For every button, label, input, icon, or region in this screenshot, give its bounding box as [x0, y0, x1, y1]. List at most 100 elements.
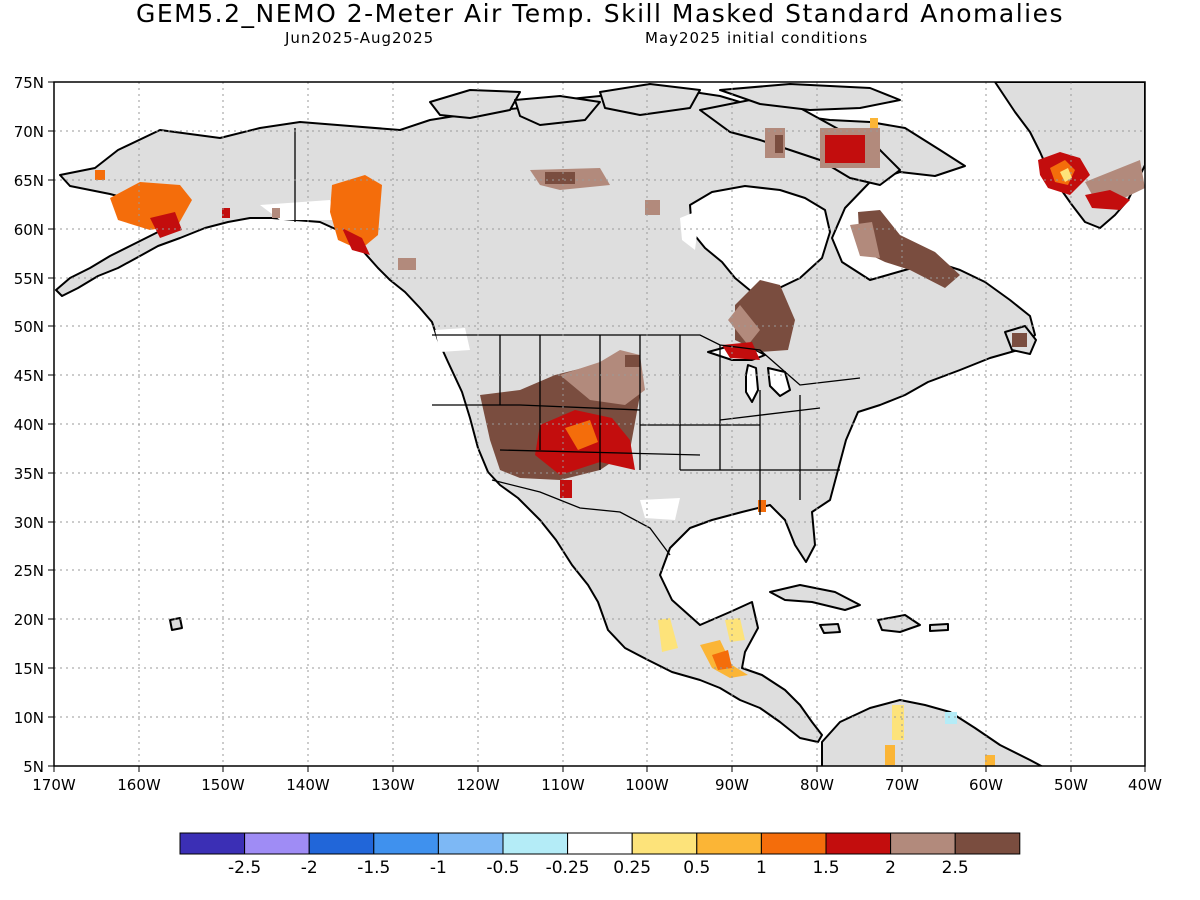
latitude-labels: 75N 70N 65N 60N 55N 50N 45N 40N 35N 30N …	[14, 74, 44, 776]
anomaly-ontario-light	[728, 305, 760, 345]
lat-label: 5N	[23, 758, 44, 776]
state-lines-2	[432, 404, 840, 471]
colorbar-label: 1.5	[812, 858, 839, 878]
anomaly-greenland-yellow	[1060, 168, 1072, 182]
anomaly-nfld	[1012, 333, 1027, 347]
valid-period: Jun2025-Aug2025	[285, 29, 435, 47]
anomaly-keewatin	[645, 200, 660, 215]
colorbar-label: -1.5	[357, 858, 390, 878]
us-canada-border	[432, 334, 861, 386]
colorbar-label: 1	[756, 858, 767, 878]
lon-label: 100W	[625, 776, 669, 794]
lon-label: 90W	[715, 776, 749, 794]
colorbar-swatch	[760, 832, 827, 855]
lon-label: 120W	[456, 776, 500, 794]
political-boundaries	[294, 128, 861, 556]
us-mexico-border	[491, 479, 671, 556]
lat-label: 70N	[14, 123, 44, 141]
lat-label: 60N	[14, 221, 44, 239]
lat-label: 75N	[14, 74, 44, 92]
anomaly-colombia	[892, 705, 904, 740]
anomaly-alaska-panhandle	[342, 228, 370, 255]
lon-label: 150W	[201, 776, 245, 794]
colorbar-label: 0.5	[683, 858, 710, 878]
anomaly-yucatan	[725, 618, 745, 642]
anomaly-yukon-1	[222, 208, 230, 218]
colorbar-label: -0.25	[546, 858, 590, 878]
colorbar-swatch	[373, 832, 439, 855]
arctic-island-2	[514, 95, 601, 126]
lat-label: 35N	[14, 465, 44, 483]
colorbar-label: -0.5	[486, 858, 519, 878]
lat-label: 15N	[14, 660, 44, 678]
anomaly-guiana	[985, 755, 995, 766]
lon-label: 170W	[32, 776, 76, 794]
lat-label: 40N	[14, 416, 44, 434]
colorbar-swatch	[890, 832, 956, 855]
colorbar-label: 2.5	[942, 858, 969, 878]
arctic-island-3	[599, 83, 701, 116]
lat-label: 50N	[14, 318, 44, 336]
colorbar-label: 2	[885, 858, 896, 878]
lon-label: 110W	[541, 776, 585, 794]
anomaly-ne	[625, 355, 640, 367]
lon-label: 140W	[286, 776, 330, 794]
cuba	[769, 584, 861, 611]
colorbar-swatch	[631, 832, 698, 855]
axis-ticks	[48, 81, 1146, 772]
anomaly-honduras	[712, 650, 732, 670]
lat-label: 20N	[14, 611, 44, 629]
state-lines-1	[499, 335, 801, 515]
lat-label: 25N	[14, 562, 44, 580]
ellesmere-island	[719, 83, 901, 111]
lat-label: 55N	[14, 270, 44, 288]
colorbar-swatch	[179, 832, 246, 855]
anomaly-gulf-coast	[758, 500, 766, 512]
anomaly-quebec-light	[850, 222, 880, 258]
anomaly-venezuela-blue	[945, 712, 957, 724]
anomaly-alaska-south	[330, 175, 382, 250]
anomaly-nm-1	[560, 480, 572, 498]
lon-label: 70W	[885, 776, 919, 794]
lon-label: 160W	[117, 776, 161, 794]
anomaly-bering	[95, 170, 105, 180]
initial-conditions: May2025 initial conditions	[645, 29, 869, 47]
colorbar-swatch	[825, 832, 892, 855]
lat-label: 45N	[14, 367, 44, 385]
lon-label: 40W	[1128, 776, 1162, 794]
anomaly-nunavut-dark	[545, 172, 575, 184]
colorbar-swatch	[437, 832, 504, 855]
longitude-labels: 170W 160W 150W 140W 130W 120W 110W 100W …	[32, 776, 1162, 794]
map-title: GEM5.2_NEMO 2-Meter Air Temp. Skill Mask…	[136, 0, 1064, 28]
colorbar-swatch	[696, 832, 762, 855]
anomaly-baffin-dark	[775, 135, 783, 153]
hawaii	[169, 617, 183, 631]
lon-label: 50W	[1054, 776, 1088, 794]
lat-label: 30N	[14, 514, 44, 532]
anomaly-bc-1	[398, 258, 416, 270]
anomaly-yukon-2	[272, 208, 280, 218]
lat-label: 10N	[14, 709, 44, 727]
lon-label: 60W	[969, 776, 1003, 794]
colorbar-swatch	[567, 832, 633, 855]
puerto-rico	[929, 623, 949, 632]
colorbar: -2.5 -2 -1.5 -1 -0.5 -0.25 0.25 0.5 1 1.5 2 2.5	[179, 832, 1021, 878]
anomaly-colombia-2	[885, 745, 895, 765]
colorbar-swatch	[954, 832, 1021, 855]
anomaly-hudson-strait-red	[825, 135, 865, 163]
lon-label: 80W	[800, 776, 834, 794]
colorbar-label: -2	[301, 858, 318, 878]
anomaly-western-us-light	[560, 350, 645, 405]
graticule	[54, 82, 1145, 766]
colorbar-swatch	[308, 832, 375, 855]
anomaly-alaska-west-core	[150, 212, 182, 238]
jamaica	[819, 623, 841, 634]
south-america	[821, 699, 1044, 766]
colorbar-swatch	[244, 832, 310, 855]
colorbar-label: -1	[430, 858, 447, 878]
lon-label: 130W	[371, 776, 415, 794]
hispaniola	[877, 614, 921, 633]
anomaly-four-corners-orange	[565, 420, 598, 450]
anomaly-baffin-top	[870, 118, 878, 128]
